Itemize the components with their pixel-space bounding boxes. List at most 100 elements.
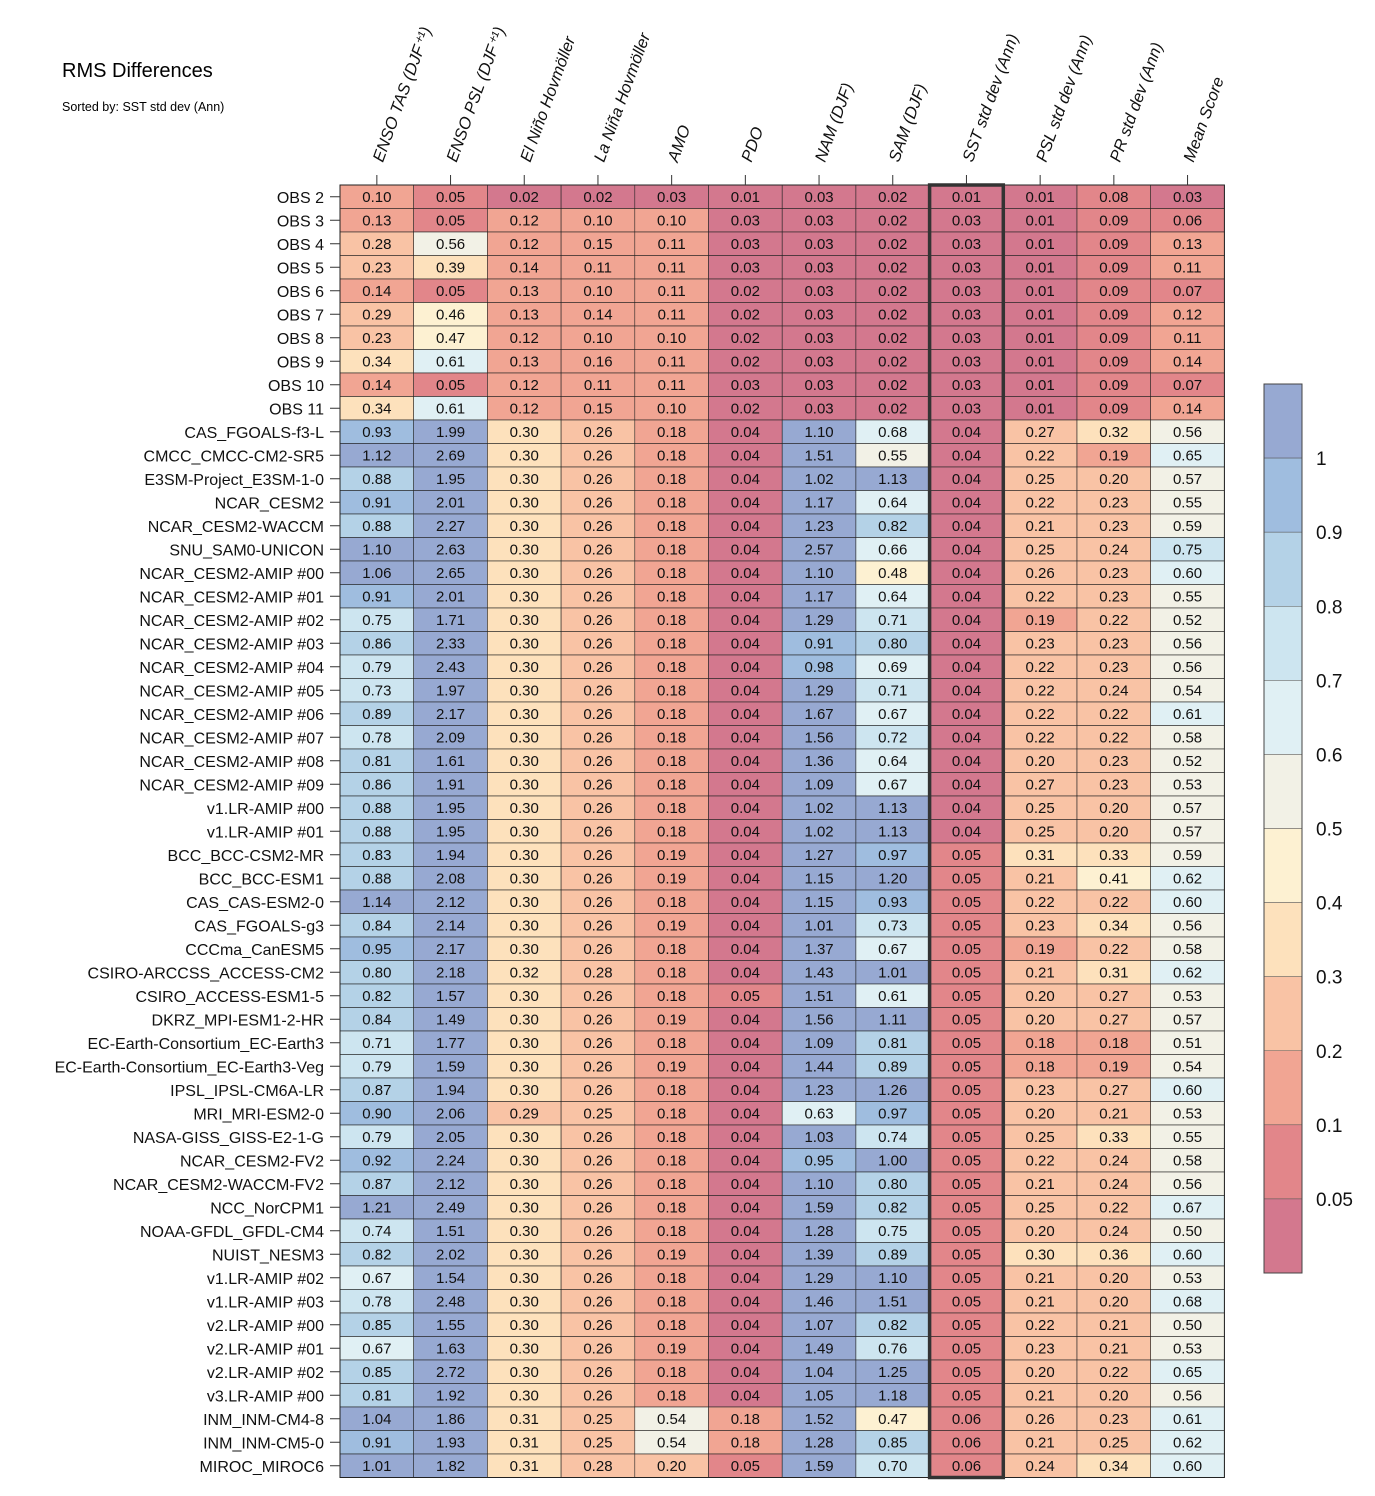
cell-value: 0.14 xyxy=(1173,400,1202,417)
cell-value: 0.11 xyxy=(658,377,686,394)
cell-value: 0.82 xyxy=(362,1246,391,1263)
colorbar-label: 0.9 xyxy=(1316,523,1342,544)
cell-value: 2.18 xyxy=(436,964,465,981)
cell-value: 0.47 xyxy=(436,330,465,347)
cell-value: 0.04 xyxy=(731,1317,760,1334)
cell-value: 0.03 xyxy=(1173,189,1202,206)
cell-value: 1.00 xyxy=(878,1152,907,1169)
row-label: NCAR_CESM2-WACCM-FV2 xyxy=(113,1177,324,1194)
cell-value: 0.71 xyxy=(878,682,907,699)
cell-value: 0.26 xyxy=(583,541,612,558)
row-label: OBS 10 xyxy=(268,378,324,395)
cell-value: 0.81 xyxy=(878,1035,907,1052)
cell-value: 0.56 xyxy=(436,236,465,253)
cell-value: 1.51 xyxy=(804,988,833,1005)
cell-value: 0.30 xyxy=(510,541,539,558)
cell-value: 0.67 xyxy=(362,1270,391,1287)
row-label: INM_INM-CM5-0 xyxy=(203,1435,324,1452)
cell-value: 0.02 xyxy=(878,189,907,206)
cell-value: 0.04 xyxy=(731,894,760,911)
cell-value: 0.04 xyxy=(731,682,760,699)
cell-value: 0.26 xyxy=(583,447,612,464)
cell-value: 0.70 xyxy=(878,1458,907,1475)
cell-value: 0.03 xyxy=(952,236,981,253)
cell-value: 0.26 xyxy=(583,1176,612,1193)
cell-value: 0.04 xyxy=(952,659,981,676)
row-label: OBS 2 xyxy=(277,190,324,207)
cell-value: 1.36 xyxy=(804,753,833,770)
cell-value: 0.30 xyxy=(510,847,539,864)
cell-value: 2.27 xyxy=(436,518,465,535)
cell-value: 0.04 xyxy=(731,1058,760,1075)
row-label: NCC_NorCPM1 xyxy=(210,1200,324,1217)
cell-value: 0.11 xyxy=(1174,330,1202,347)
cell-value: 0.03 xyxy=(731,236,760,253)
cell-value: 1.26 xyxy=(878,1082,907,1099)
row-label: MRI_MRI-ESM2-0 xyxy=(193,1106,324,1123)
cell-value: 0.04 xyxy=(952,494,981,511)
cell-value: 0.13 xyxy=(1173,236,1202,253)
cell-value: 0.66 xyxy=(878,541,907,558)
cell-value: 0.04 xyxy=(731,800,760,817)
cell-value: 0.19 xyxy=(657,1058,686,1075)
cell-value: 0.18 xyxy=(657,941,686,958)
cell-value: 0.11 xyxy=(584,259,612,276)
chart-title: RMS Differences xyxy=(62,60,213,82)
cell-value: 0.26 xyxy=(583,494,612,511)
cell-value: 2.02 xyxy=(436,1246,465,1263)
cell-value: 1.82 xyxy=(436,1458,465,1475)
cell-value: 0.18 xyxy=(657,1387,686,1404)
row-label: EC-Earth-Consortium_EC-Earth3-Veg xyxy=(55,1059,324,1076)
cell-value: 0.88 xyxy=(362,823,391,840)
cell-value: 0.91 xyxy=(804,635,833,652)
row-label: SNU_SAM0-UNICON xyxy=(169,542,324,559)
cell-value: 2.01 xyxy=(436,494,465,511)
cell-value: 1.46 xyxy=(804,1293,833,1310)
cell-value: 0.87 xyxy=(362,1082,391,1099)
colorbar-label: 0.05 xyxy=(1316,1190,1353,1211)
cell-value: 0.03 xyxy=(731,212,760,229)
cell-value: 0.21 xyxy=(1026,518,1055,535)
cell-value: 0.03 xyxy=(804,189,833,206)
cell-value: 0.26 xyxy=(1026,1411,1055,1428)
cell-value: 0.24 xyxy=(1099,1223,1128,1240)
cell-value: 0.97 xyxy=(878,847,907,864)
cell-value: 0.64 xyxy=(878,753,907,770)
cell-value: 0.05 xyxy=(952,1293,981,1310)
cell-value: 0.04 xyxy=(731,1082,760,1099)
cell-value: 0.21 xyxy=(1099,1105,1128,1122)
row-label: OBS 5 xyxy=(277,260,324,277)
cell-value: 0.57 xyxy=(1173,1011,1202,1028)
cell-value: 0.56 xyxy=(1173,424,1202,441)
column-label: El Niño Hovmöller xyxy=(517,33,580,165)
cell-value: 0.28 xyxy=(362,236,391,253)
cell-value: 0.05 xyxy=(952,1129,981,1146)
cell-value: 0.18 xyxy=(657,823,686,840)
cell-value: 0.01 xyxy=(1026,400,1055,417)
cell-value: 0.04 xyxy=(731,1011,760,1028)
row-label: NCAR_CESM2-WACCM xyxy=(148,519,324,536)
cell-value: 0.78 xyxy=(362,1293,391,1310)
cell-value: 1.04 xyxy=(804,1364,833,1381)
cell-value: 0.53 xyxy=(1173,988,1202,1005)
cell-value: 0.06 xyxy=(952,1458,981,1475)
cell-value: 0.04 xyxy=(952,541,981,558)
cell-value: 0.31 xyxy=(510,1411,539,1428)
cell-value: 0.64 xyxy=(878,494,907,511)
cell-value: 1.25 xyxy=(878,1364,907,1381)
cell-value: 0.04 xyxy=(731,847,760,864)
cell-value: 0.20 xyxy=(1099,800,1128,817)
cell-value: 0.50 xyxy=(1173,1223,1202,1240)
cell-value: 0.11 xyxy=(658,306,686,323)
row-label: E3SM-Project_E3SM-1-0 xyxy=(144,472,324,489)
cell-value: 0.05 xyxy=(952,1317,981,1334)
cell-value: 2.43 xyxy=(436,659,465,676)
row-label: OBS 6 xyxy=(277,284,324,301)
cell-value: 1.29 xyxy=(804,1270,833,1287)
cell-value: 0.04 xyxy=(952,471,981,488)
cell-value: 0.18 xyxy=(657,1270,686,1287)
cell-value: 0.60 xyxy=(1173,894,1202,911)
cell-value: 1.56 xyxy=(804,729,833,746)
cell-value: 0.91 xyxy=(362,588,391,605)
cell-value: 0.23 xyxy=(1026,1340,1055,1357)
